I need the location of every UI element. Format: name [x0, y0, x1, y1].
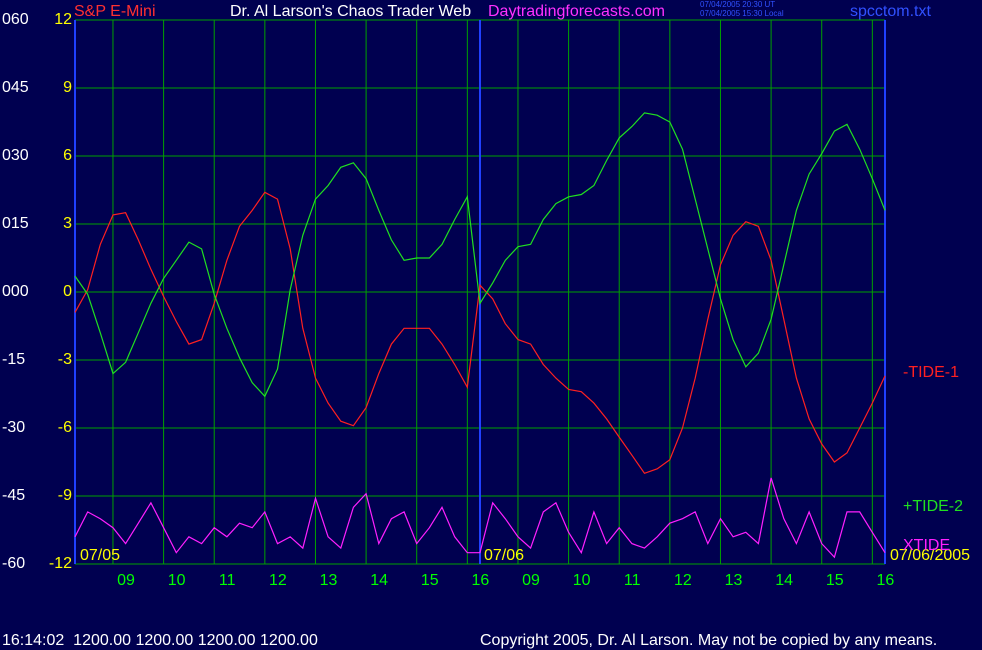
y2-tick-label: 045 [2, 79, 29, 96]
x-tick-label: 14 [775, 572, 793, 589]
y-tick-label: 12 [54, 11, 72, 28]
series-line [74, 477, 886, 559]
copyright: Copyright 2005, Dr. Al Larson. May not b… [480, 632, 937, 649]
legend-label: -TIDE-1 [903, 364, 959, 381]
series-line [74, 112, 886, 398]
x-tick-label: 11 [219, 572, 236, 589]
date-label: 07/05 [80, 547, 120, 564]
y2-tick-label: 060 [2, 11, 29, 28]
y-tick-label: 9 [63, 79, 72, 96]
legend-label: +TIDE-2 [903, 498, 963, 515]
file-name: spcctom.txt [850, 3, 931, 20]
ut-time: 07/04/2005 20:30 UT [700, 0, 775, 9]
x-tick-label: 10 [573, 572, 591, 589]
date-label: 07/06 [484, 547, 524, 564]
x-tick-label: 13 [320, 572, 338, 589]
chart-title: Dr. Al Larson's Chaos Trader Web [230, 3, 471, 20]
x-tick-label: 11 [624, 572, 641, 589]
y-tick-label: -6 [58, 419, 72, 436]
x-tick-label: 09 [522, 572, 540, 589]
x-tick-label: 10 [168, 572, 186, 589]
status: 16:14:02 1200.00 1200.00 1200.00 1200.00 [2, 632, 318, 649]
x-tick-label: 15 [826, 572, 844, 589]
local-time: 07/04/2005 15:30 Local [700, 9, 784, 18]
y2-tick-label: -30 [2, 419, 25, 436]
y-tick-label: -3 [58, 351, 72, 368]
x-tick-label: 12 [674, 572, 692, 589]
x-tick-label: 12 [269, 572, 287, 589]
series-line [74, 191, 886, 475]
y-tick-label: 3 [63, 215, 72, 232]
y-tick-label: 0 [63, 283, 72, 300]
x-tick-label: 09 [117, 572, 135, 589]
legend-label: XTIDE [903, 537, 950, 554]
y-tick-label: -12 [49, 555, 72, 572]
y2-tick-label: -45 [2, 487, 25, 504]
y2-tick-label: -60 [2, 555, 25, 572]
x-tick-label: 13 [725, 572, 743, 589]
x-tick-label: 15 [421, 572, 439, 589]
y2-tick-label: 015 [2, 215, 29, 232]
x-tick-label: 14 [370, 572, 388, 589]
y-tick-label: 6 [63, 147, 72, 164]
y2-tick-label: -15 [2, 351, 25, 368]
date-label: 07/06/2005 [890, 547, 970, 564]
site: Daytradingforecasts.com [488, 3, 665, 20]
y-tick-label: -9 [58, 487, 72, 504]
x-tick-label: 16 [471, 572, 489, 589]
y2-tick-label: 000 [2, 283, 29, 300]
x-tick-label: 16 [876, 572, 894, 589]
y2-tick-label: 030 [2, 147, 29, 164]
symbol: S&P E-Mini [74, 3, 156, 20]
